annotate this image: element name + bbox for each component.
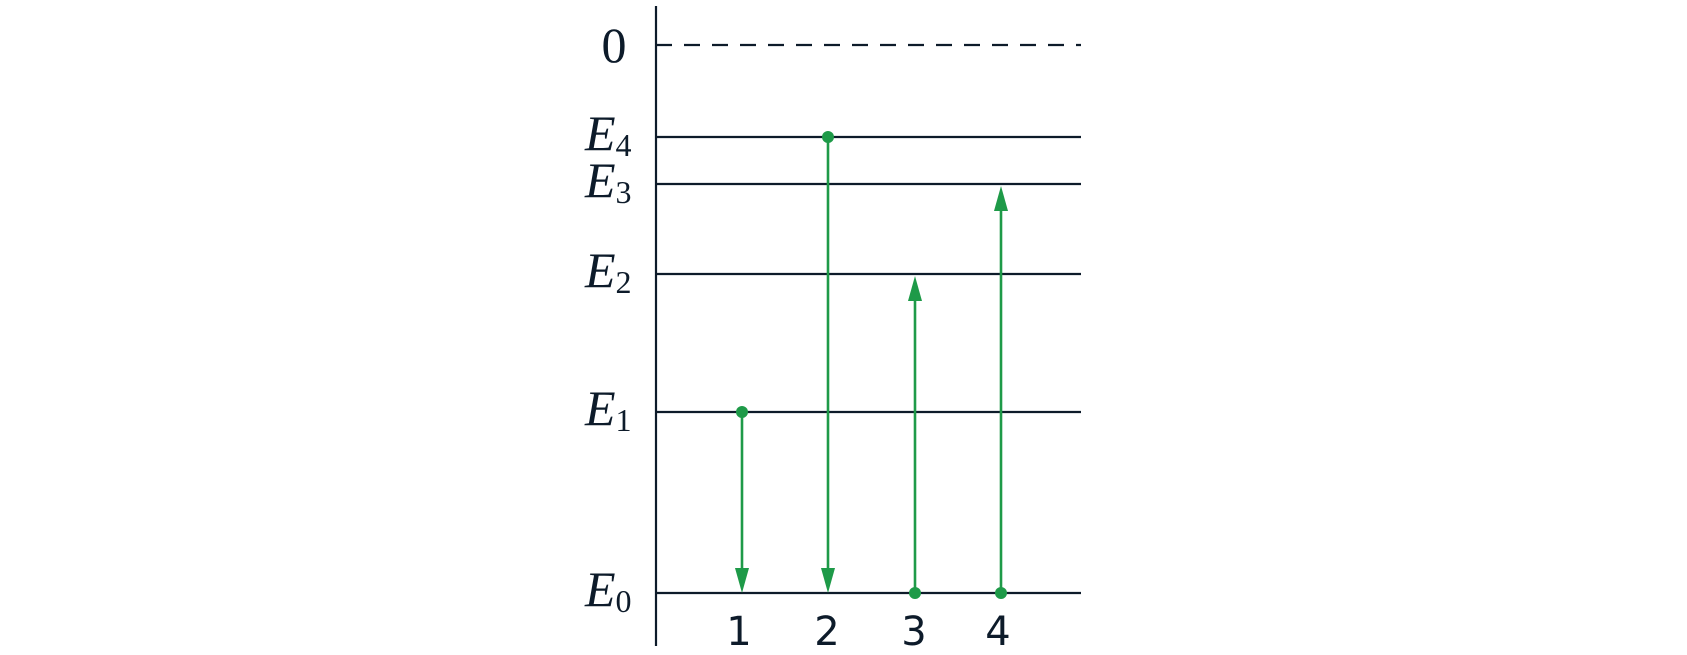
arrow-head (908, 276, 922, 301)
level-symbol: E (584, 242, 616, 298)
transition-start (736, 406, 748, 418)
transition-label: 1 (726, 609, 751, 655)
transition-label: 4 (985, 609, 1010, 655)
level-symbol: E (584, 561, 616, 617)
level-label: E0 (584, 561, 632, 619)
level-symbol: E (584, 380, 616, 436)
level-label: E4 (584, 105, 632, 163)
arrow-head (735, 568, 749, 593)
level-label: E1 (584, 380, 632, 438)
zero-label: 0 (602, 17, 627, 73)
level-symbol: E (584, 105, 616, 161)
arrow-head (821, 568, 835, 593)
transition-label: 2 (814, 609, 839, 655)
level-label: E3 (584, 152, 632, 210)
transition-start (909, 587, 921, 599)
level-subscript: 0 (616, 583, 632, 619)
transition-label: 3 (901, 609, 926, 655)
level-label: E2 (584, 242, 632, 300)
level-symbol: E (584, 152, 616, 208)
level-subscript: 4 (616, 127, 632, 163)
transition-start (822, 131, 834, 143)
level-subscript: 1 (616, 402, 632, 438)
level-subscript: 2 (616, 264, 632, 300)
level-subscript: 3 (616, 174, 632, 210)
transition-start (995, 587, 1007, 599)
arrow-head (994, 186, 1008, 211)
